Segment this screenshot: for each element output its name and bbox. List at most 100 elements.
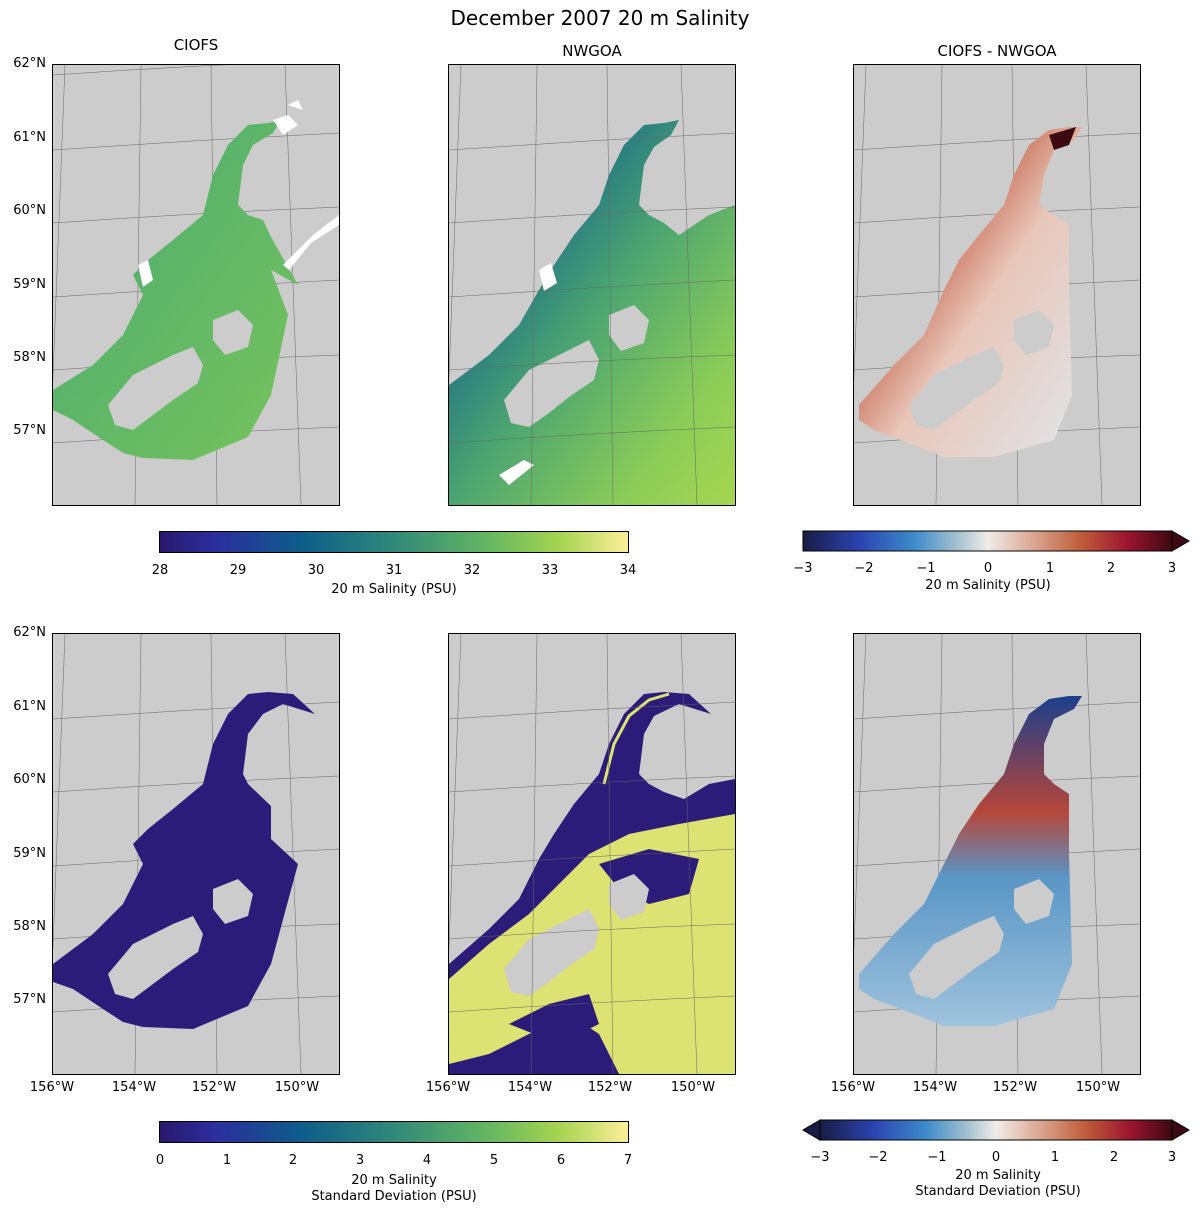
column-title-nwgoa: NWGOA xyxy=(562,42,622,60)
colorbar-label-line1: 20 m Salinity xyxy=(955,1168,1041,1183)
upper-inlet-high xyxy=(1049,127,1076,150)
cbar-tick: 34 xyxy=(619,563,637,578)
lat-label-61n: 61°N xyxy=(13,699,46,714)
lon-label-150w: 150°W xyxy=(1075,1080,1121,1095)
cbar-tick: 6 xyxy=(556,1153,566,1168)
lat-label-59n: 59°N xyxy=(13,846,46,861)
lat-label-61n: 61°N xyxy=(13,130,46,145)
lat-label-58n: 58°N xyxy=(13,350,46,365)
cbar-tick: −2 xyxy=(868,1150,888,1165)
cbar-tick: 31 xyxy=(385,563,403,578)
kodiak-island xyxy=(108,347,203,430)
cbar-tick: 2 xyxy=(288,1153,298,1168)
graticule xyxy=(449,634,735,1074)
lon-label-152w: 152°W xyxy=(191,1080,237,1095)
cbar-tick: 30 xyxy=(307,563,325,578)
colorbar-label: 20 m Salinity Standard Deviation (PSU) xyxy=(803,1168,1193,1200)
kenai-peninsula xyxy=(1014,310,1054,355)
cbar-tick: 33 xyxy=(541,563,559,578)
cbar-tick: −1 xyxy=(916,561,936,576)
colorbar-label-line2: Standard Deviation (PSU) xyxy=(915,1184,1081,1199)
map-panel-mean-difference xyxy=(853,64,1141,506)
lat-label-60n: 60°N xyxy=(13,772,46,787)
lat-label-60n: 60°N xyxy=(13,203,46,218)
cbar-tick: 2 xyxy=(1106,561,1116,576)
cbar-tick: 0 xyxy=(983,561,993,576)
ocean-salinity-field xyxy=(449,120,735,505)
figure-title: December 2007 20 m Salinity xyxy=(450,6,750,30)
kenai-peninsula xyxy=(609,305,649,351)
colorbar-label: 20 m Salinity (PSU) xyxy=(331,582,457,597)
cbar-tick: 1 xyxy=(1050,1150,1060,1165)
colorbar-label: 20 m Salinity (PSU) xyxy=(925,578,1051,593)
cbar-tick: 3 xyxy=(1167,561,1177,576)
lon-label-152w: 152°W xyxy=(992,1080,1038,1095)
kodiak-island xyxy=(909,347,1004,430)
colorbar-label-line2: Standard Deviation (PSU) xyxy=(311,1189,477,1204)
std-field-low-patch xyxy=(509,849,699,1044)
inlet-high-band xyxy=(602,692,670,785)
lon-label-154w: 154°W xyxy=(111,1080,157,1095)
kenai-peninsula xyxy=(1014,879,1054,924)
map-panel-ciofs-mean xyxy=(52,64,340,506)
lon-label-156w: 156°W xyxy=(425,1080,471,1095)
graticule xyxy=(449,65,735,505)
colorbar-label: 20 m Salinity Standard Deviation (PSU) xyxy=(159,1173,629,1205)
lat-label-57n: 57°N xyxy=(13,992,46,1007)
cbar-tick: 0 xyxy=(991,1150,1001,1165)
map-panel-ciofs-std xyxy=(52,633,340,1075)
kodiak-island xyxy=(108,916,203,999)
column-title-difference: CIOFS - NWGOA xyxy=(937,42,1057,60)
kodiak-island xyxy=(504,909,599,996)
column-title-ciofs: CIOFS xyxy=(173,36,219,54)
coast-white xyxy=(283,215,339,270)
colorbar-mean-difference xyxy=(802,530,1190,552)
map-panel-nwgoa-mean xyxy=(448,64,736,506)
cbar-tick: 1 xyxy=(222,1153,232,1168)
lat-label-62n: 62°N xyxy=(13,56,46,71)
map-panel-nwgoa-std xyxy=(448,633,736,1075)
lon-label-152w: 152°W xyxy=(587,1080,633,1095)
kenai-peninsula xyxy=(213,310,253,355)
cbar-tick: 28 xyxy=(151,563,169,578)
cbar-tick: −3 xyxy=(810,1150,830,1165)
cbar-tick: 3 xyxy=(355,1153,365,1168)
cbar-tick: 32 xyxy=(463,563,481,578)
kenai-peninsula xyxy=(609,874,649,920)
cbar-tick: 7 xyxy=(623,1153,633,1168)
colorbar-std-salinity xyxy=(159,1121,629,1143)
ocean-salinity-field xyxy=(53,120,298,460)
cbar-tick: −3 xyxy=(793,561,813,576)
lon-label-156w: 156°W xyxy=(29,1080,75,1095)
cbar-tick: 5 xyxy=(489,1153,499,1168)
lat-label-62n: 62°N xyxy=(13,625,46,640)
cbar-tick: 1 xyxy=(1045,561,1055,576)
lon-label-150w: 150°W xyxy=(274,1080,320,1095)
kenai-peninsula xyxy=(213,879,253,924)
lat-label-58n: 58°N xyxy=(13,919,46,934)
lat-label-57n: 57°N xyxy=(13,423,46,438)
kodiak-island xyxy=(504,340,599,427)
colorbar-mean-salinity xyxy=(159,531,629,553)
cbar-tick: 4 xyxy=(422,1153,432,1168)
std-field xyxy=(53,692,315,1029)
cbar-tick: 2 xyxy=(1109,1150,1119,1165)
lon-label-156w: 156°W xyxy=(830,1080,876,1095)
cbar-tick: 0 xyxy=(155,1153,165,1168)
lon-label-154w: 154°W xyxy=(507,1080,553,1095)
alaska-peninsula-white xyxy=(499,263,557,485)
cbar-tick: 29 xyxy=(229,563,247,578)
kodiak-island xyxy=(909,916,1004,999)
cbar-tick: −2 xyxy=(854,561,874,576)
difference-field xyxy=(859,696,1082,1026)
lon-label-154w: 154°W xyxy=(912,1080,958,1095)
map-panel-std-difference xyxy=(853,633,1141,1075)
difference-field xyxy=(859,127,1082,457)
cbar-tick: −1 xyxy=(927,1150,947,1165)
white-mudflats xyxy=(138,100,303,287)
lon-label-150w: 150°W xyxy=(670,1080,716,1095)
cbar-tick: 3 xyxy=(1167,1150,1177,1165)
lat-label-59n: 59°N xyxy=(13,277,46,292)
colorbar-std-difference xyxy=(802,1119,1190,1141)
colorbar-label-line1: 20 m Salinity xyxy=(351,1173,437,1188)
